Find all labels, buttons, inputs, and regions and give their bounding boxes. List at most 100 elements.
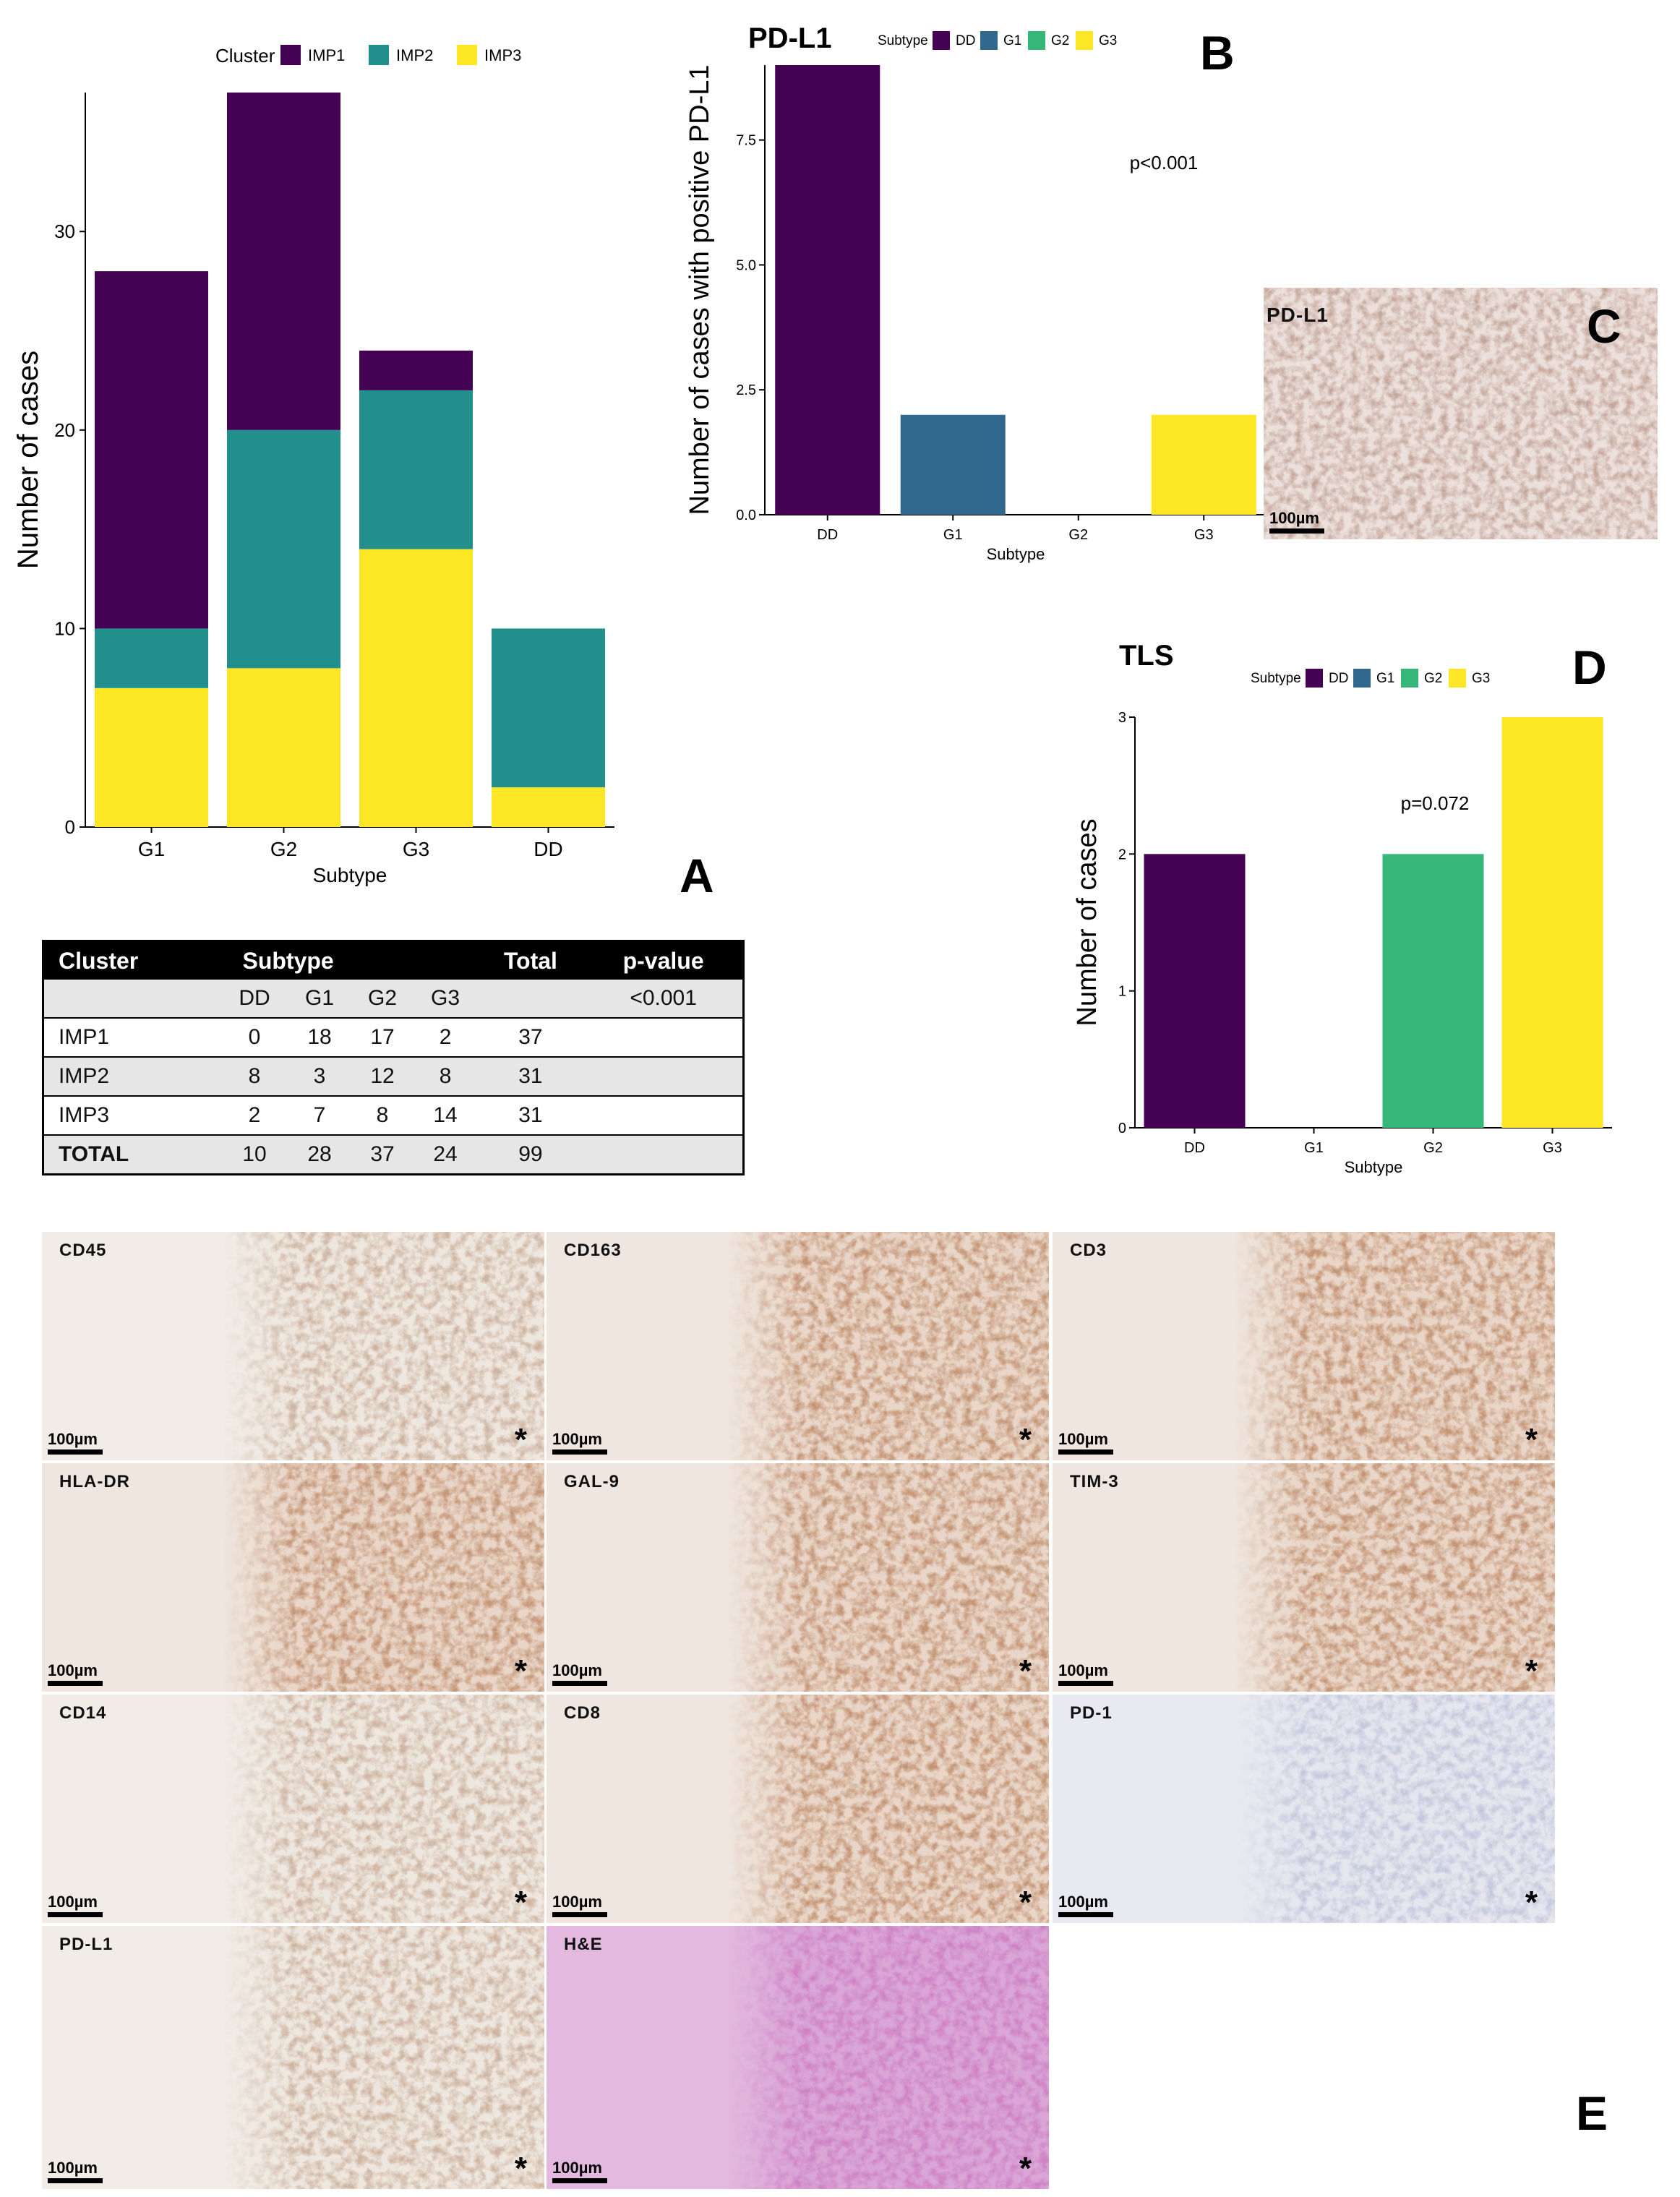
tile-label: TIM-3 <box>1070 1472 1119 1491</box>
tile-label: CD163 <box>564 1241 622 1260</box>
table-cell: 10 <box>220 1135 288 1175</box>
y-tick-label: 10 <box>54 617 75 639</box>
x-tick-label: DD <box>1184 1140 1205 1156</box>
table-cell: 28 <box>288 1135 351 1175</box>
micrograph-tile: TIM-3 100µm * <box>1053 1463 1555 1692</box>
stain-texture <box>547 1926 1049 2189</box>
table-cell: 14 <box>413 1096 477 1136</box>
asterisk-marker: * <box>514 2151 527 2186</box>
scale-bar-label: 100µm <box>1058 1661 1108 1679</box>
y-tick-label: 0 <box>1118 1121 1126 1136</box>
table-cell: G2 <box>351 980 414 1019</box>
micrograph-tile: PD-1 100µm * <box>1053 1695 1555 1923</box>
micrograph-tile: CD8 100µm * <box>547 1695 1049 1923</box>
x-tick-label: G1 <box>943 527 963 543</box>
asterisk-marker: * <box>514 1653 527 1689</box>
table-cell: 31 <box>476 1057 585 1097</box>
asterisk-marker: * <box>1019 1653 1032 1689</box>
stain-texture <box>42 1926 544 2189</box>
table-header-subtype: Subtype <box>220 941 477 980</box>
panel-letter-b: B <box>1200 26 1235 80</box>
tile-label: HLA-DR <box>59 1472 130 1491</box>
scale-bar-label: 100µm <box>48 1430 98 1448</box>
y-tick-label: 0.0 <box>736 508 756 523</box>
panel-letter-a: A <box>680 849 714 902</box>
micrograph-tile: PD-L1 100µm * <box>42 1926 544 2189</box>
asterisk-marker: * <box>1525 1422 1538 1457</box>
table-cell: TOTAL <box>43 1135 221 1175</box>
scale-bar: 100µm <box>552 2159 610 2183</box>
scale-bar-label: 100µm <box>552 1893 602 1911</box>
asterisk-marker: * <box>1525 1653 1538 1689</box>
asterisk-marker: * <box>1525 1885 1538 1920</box>
x-tick-label: G3 <box>403 838 429 860</box>
legend-swatch <box>1449 669 1466 688</box>
table-row: IMP1 0 18 17 2 37 <box>43 1018 744 1058</box>
table-header-cluster: Cluster <box>43 941 221 980</box>
bar <box>775 65 880 515</box>
chart-a: 0 10 20 30 G1 G2 G3 DD Subtype Number of cases Clu… <box>12 45 614 886</box>
asterisk-marker: * <box>514 1422 527 1457</box>
legend-label: G3 <box>1472 671 1490 686</box>
legend-swatch <box>980 31 998 50</box>
table-subheader-row: DD G1 G2 G3 <0.001 <box>43 980 744 1019</box>
legend-swatch <box>933 31 950 50</box>
panel-c-micrograph: PD-L1 100µm <box>1264 288 1658 539</box>
table-cell: 2 <box>220 1096 288 1136</box>
asterisk-marker: * <box>1019 1885 1032 1920</box>
table-cell: 37 <box>476 1018 585 1058</box>
stain-texture <box>1053 1232 1555 1460</box>
x-tick-label: G3 <box>1543 1140 1562 1156</box>
bar-segment <box>95 271 208 629</box>
asterisk-marker: * <box>1019 1422 1032 1457</box>
table-cell: 8 <box>220 1057 288 1097</box>
table-cell <box>476 980 585 1019</box>
table-cell <box>584 1057 744 1097</box>
scale-bar-label: 100µm <box>1058 1893 1108 1911</box>
y-tick-label: 30 <box>54 220 75 242</box>
bar-segment <box>359 390 473 549</box>
table-cell: 0 <box>220 1018 288 1058</box>
table-cell: DD <box>220 980 288 1019</box>
legend-title: Subtype <box>878 33 928 48</box>
legend-swatch <box>1306 669 1323 688</box>
y-tick-label: 0 <box>65 816 75 838</box>
table-cell <box>584 1096 744 1136</box>
micrograph-tile: CD45 100µm * <box>42 1232 544 1460</box>
table-row: IMP2 8 3 12 8 31 <box>43 1057 744 1097</box>
pd-l1-stain-image <box>1264 288 1658 539</box>
micrograph-tile: GAL-9 100µm * <box>547 1463 1049 1692</box>
y-tick-label: 2.5 <box>736 382 756 398</box>
chart-b: 0.0 2.5 5.0 7.5 DD G1 G2 G3 Subtype Number of cas… <box>685 22 1267 563</box>
table-cell: 31 <box>476 1096 585 1136</box>
table-cell <box>584 1135 744 1175</box>
scale-bar: 100µm <box>552 1661 610 1686</box>
scale-bar-label: 100µm <box>552 2159 602 2177</box>
asterisk-marker: * <box>514 1885 527 1920</box>
legend-swatch <box>1353 669 1371 688</box>
scale-bar: 100µm <box>48 1430 106 1455</box>
bar-segment <box>492 628 605 788</box>
table-cell: 12 <box>351 1057 414 1097</box>
bar-segment <box>227 93 340 430</box>
table-cell: 7 <box>288 1096 351 1136</box>
p-value-annotation: p<0.001 <box>1130 152 1199 174</box>
bar-segment <box>359 350 473 390</box>
cluster-subtype-table: Cluster Subtype Total p-value DD G1 G2 G… <box>42 940 745 1175</box>
bar <box>1151 414 1256 515</box>
table-cell: G1 <box>288 980 351 1019</box>
scale-bar-label: 100µm <box>48 2159 98 2177</box>
stain-texture <box>42 1232 544 1460</box>
legend-swatch <box>280 45 301 65</box>
legend-label: IMP1 <box>308 46 345 64</box>
table-row-total: TOTAL 10 28 37 24 99 <box>43 1135 744 1175</box>
panel-c-label: PD-L1 <box>1267 304 1329 326</box>
x-tick-label: G1 <box>1304 1140 1324 1156</box>
stain-texture <box>42 1695 544 1923</box>
legend-label: G2 <box>1051 33 1069 48</box>
bar-segment <box>227 668 340 827</box>
micrograph-tile: CD3 100µm * <box>1053 1232 1555 1460</box>
legend-title: Cluster <box>215 45 275 67</box>
micrograph-tile: CD14 100µm * <box>42 1695 544 1923</box>
scale-bar: 100µm <box>1269 509 1327 534</box>
